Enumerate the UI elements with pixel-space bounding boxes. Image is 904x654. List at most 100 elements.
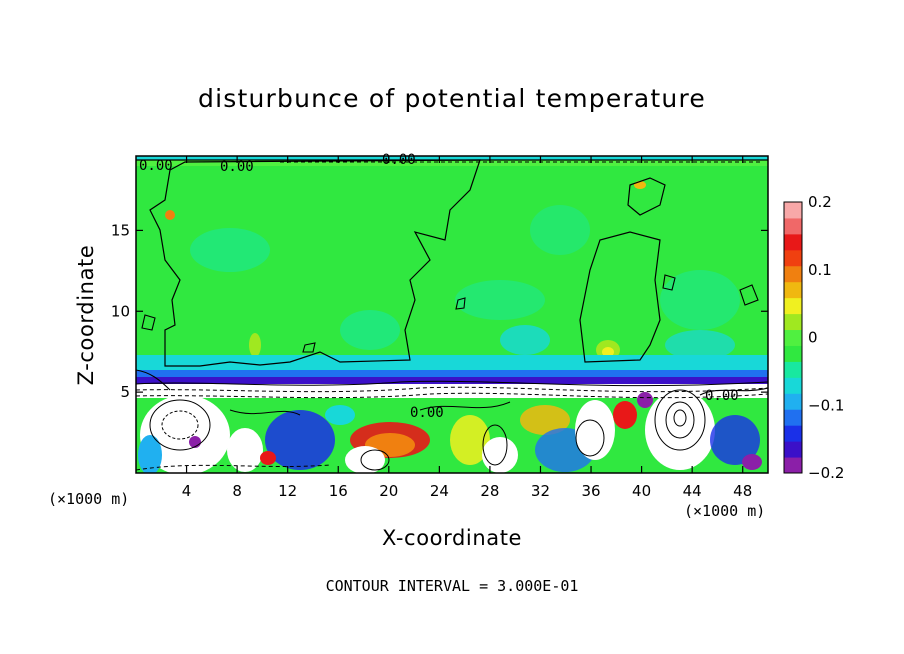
lower-contour [673, 409, 687, 427]
plot-frame [135, 155, 769, 474]
y-axis: 5 10 15 [111, 221, 768, 401]
zero-contour [302, 342, 316, 353]
lower-contour [149, 399, 211, 451]
contour-label: 0.00 [410, 405, 444, 421]
contour-label: 0.00 [382, 152, 416, 168]
inversion-deep [136, 377, 768, 384]
x-unit-left: (×1000 m) [48, 490, 130, 508]
colorbar: 0.2 0.1 0 −0.1 −0.2 [783, 193, 844, 482]
x-tick-label: 20 [379, 482, 398, 500]
zero-contour [739, 284, 759, 306]
colorbar-swatch [784, 425, 802, 442]
colorbar-tick-label: 0.2 [808, 193, 832, 211]
colorbar-tick-label: 0 [808, 329, 818, 347]
inversion-contour [136, 392, 768, 399]
warm-patch [165, 210, 175, 220]
zero-contour [455, 297, 466, 310]
lower-cyan-patch [325, 405, 355, 425]
lower-contour [229, 409, 301, 416]
x-axis-label-text: X-coordinate [381, 526, 523, 550]
lower-red-patch [613, 401, 637, 429]
contour-label: 0.00 [139, 158, 173, 174]
x-axis-label: X-coordinate [0, 526, 904, 550]
x-tick-label: 4 [182, 482, 192, 500]
chart-title: disturbunce of potential temperature [198, 84, 706, 113]
lower-contour [136, 464, 331, 471]
colorbar-swatch [784, 329, 802, 346]
contour-interval-note: CONTOUR INTERVAL = 3.000E-01 [325, 577, 579, 595]
lower-white-patch [345, 446, 385, 473]
lower-white-patch [227, 428, 263, 472]
x-tick-label: 8 [232, 482, 242, 500]
colorbar-swatch [784, 249, 802, 267]
colorbar-swatch [784, 233, 802, 251]
x-tick-label: 48 [733, 482, 752, 500]
x-tick-label: 32 [531, 482, 550, 500]
colorbar-swatch [784, 265, 802, 283]
cyan-patch [500, 325, 550, 355]
colorbar-swatch [784, 281, 802, 299]
x-unit-right: (×1000 m) [684, 502, 766, 520]
colorbar-swatch [784, 409, 802, 426]
inversion-contour [136, 380, 768, 387]
contour-label: 0.00 [705, 388, 739, 404]
lower-contour [665, 401, 695, 439]
lower-purple-patch [742, 454, 762, 470]
colorbar-swatch [784, 345, 802, 362]
colorbar-swatch [784, 297, 802, 315]
x-tick-label: 16 [329, 482, 348, 500]
zero-contour [149, 159, 481, 367]
lower-contour [575, 419, 605, 457]
colorbar-swatch [784, 457, 802, 474]
inversion-cyan [136, 355, 768, 371]
lower-contour [654, 389, 706, 451]
lower-yellow-patch [450, 415, 490, 465]
y-tick-label: 10 [111, 302, 130, 320]
lower-contour [360, 449, 390, 471]
colorbar-tick-label: −0.2 [808, 464, 844, 482]
x-tick-label: 40 [632, 482, 651, 500]
greenish-patch [190, 228, 270, 272]
inversion-blue [136, 370, 768, 378]
greenish-patch [455, 280, 545, 320]
warm-patch-core [602, 347, 614, 357]
lower-contour [482, 424, 508, 466]
lower-contour [419, 401, 511, 411]
warm-patch [249, 333, 261, 357]
x-axis: 4 8 12 16 20 24 28 32 36 40 44 48 [182, 156, 752, 500]
lower-yellow-patch [520, 405, 570, 435]
lower-purple-patch [637, 392, 653, 408]
contour-label: 0.00 [220, 159, 254, 175]
field-layer [136, 156, 768, 473]
x-tick-label: 36 [581, 482, 600, 500]
colorbar-swatch [784, 377, 802, 394]
zero-contour [141, 314, 156, 331]
lower-contour [699, 387, 768, 396]
inversion-contour [136, 386, 768, 393]
warm-patch [634, 181, 646, 189]
cyan-patch [665, 330, 735, 360]
y-tick-label: 15 [111, 221, 130, 239]
colorbar-frame [783, 201, 803, 474]
x-tick-label: 24 [430, 482, 449, 500]
lower-white-patch [575, 400, 615, 460]
inversion-white [136, 384, 768, 400]
colorbar-tick-label: −0.1 [808, 396, 844, 414]
colorbar-tick-label: 0.1 [808, 261, 832, 279]
colorbar-swatch [784, 441, 802, 458]
zero-contour [662, 274, 676, 291]
colorbar-swatch [784, 217, 802, 235]
x-tick-label: 44 [683, 482, 702, 500]
upper-band [136, 156, 768, 166]
x-tick-label: 28 [480, 482, 499, 500]
lower-red-patch [260, 451, 276, 465]
zero-contour [579, 231, 661, 363]
greenish-patch [660, 270, 740, 330]
lower-white-patch [645, 390, 715, 470]
colorbar-swatch [784, 202, 802, 219]
lower-contour [136, 369, 171, 391]
lower-contour [161, 410, 199, 440]
lower-cyan-patch [138, 435, 162, 473]
greenish-patch [530, 205, 590, 255]
